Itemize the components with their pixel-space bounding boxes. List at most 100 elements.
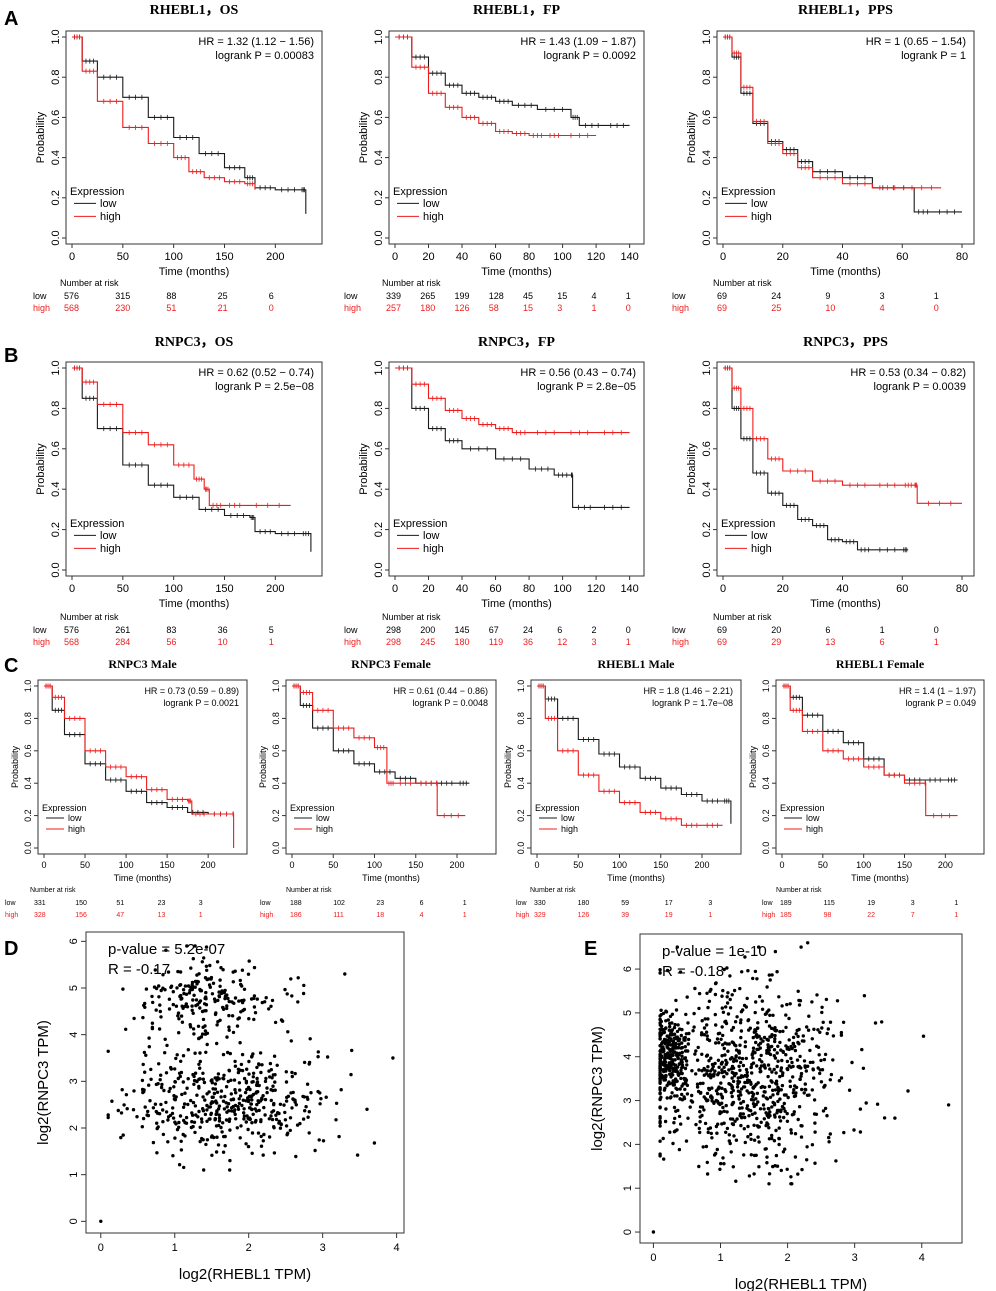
scatter-point	[198, 1006, 202, 1010]
scatter-point	[823, 1052, 828, 1057]
scatter-point	[706, 1005, 710, 1010]
scatter-point	[746, 969, 750, 973]
scatter-point	[731, 1165, 735, 1169]
scatter-point	[678, 1087, 682, 1091]
risk-row-label-high: high	[672, 303, 689, 313]
scatter-point	[782, 1115, 786, 1120]
scatter-point	[804, 1069, 808, 1073]
scatter-point	[271, 1084, 275, 1088]
y-tick-label: 0.2	[50, 522, 62, 537]
scatter-point	[240, 1103, 244, 1108]
scatter-point	[713, 1069, 717, 1073]
legend-label-low: low	[561, 813, 575, 823]
scatter-point	[722, 1109, 726, 1114]
scatter-point	[778, 1119, 783, 1123]
scatter-point	[184, 1115, 189, 1120]
scatter-point	[709, 1056, 713, 1060]
scatter-point	[756, 1026, 760, 1030]
scatter-point	[658, 1023, 662, 1027]
scatter-point	[284, 1070, 288, 1074]
x-tick-label: 0	[98, 1242, 104, 1254]
legend-label-low: low	[100, 198, 117, 210]
scatter-point	[233, 1059, 237, 1064]
risk-value-low: 150	[75, 900, 87, 907]
scatter-point	[203, 1098, 207, 1102]
risk-value-high: 18	[376, 912, 384, 919]
scatter-point	[175, 986, 179, 990]
scatter-point	[828, 1020, 833, 1024]
scatter-point	[817, 1053, 821, 1057]
scatter-point	[658, 1081, 662, 1086]
scatter-point	[293, 1071, 297, 1076]
risk-row-label-low: low	[260, 900, 271, 907]
chart-title: RNPC3，PPS	[803, 335, 888, 350]
scatter-point	[221, 1121, 225, 1125]
km-curve-high	[395, 367, 630, 434]
scatter-point	[192, 1120, 197, 1125]
scatter-point	[255, 1083, 259, 1087]
scatter-point	[185, 1005, 190, 1009]
risk-value-low: 188	[290, 900, 302, 907]
scatter-point	[787, 1016, 791, 1021]
scatter-point	[795, 1058, 800, 1062]
scatter-point	[712, 1101, 716, 1106]
scatter-point	[106, 1115, 110, 1120]
km-curve-high	[44, 685, 235, 848]
scatter-point	[711, 1073, 715, 1077]
scatter-point	[255, 997, 259, 1001]
scatter-point	[800, 1167, 804, 1172]
scatter-point	[728, 1141, 732, 1146]
scatter-point	[224, 1118, 229, 1122]
scatter-point	[201, 1017, 206, 1022]
x-tick-label: 0	[289, 860, 294, 870]
scatter-point	[673, 1094, 677, 1098]
scatter-point	[274, 1113, 278, 1117]
risk-value-high: 1	[954, 912, 958, 919]
x-axis-label: Time (months)	[159, 598, 230, 610]
scatter-point	[753, 969, 758, 974]
y-axis-label: Probability	[35, 111, 47, 163]
scatter-point	[207, 1105, 211, 1109]
scatter-point	[882, 1116, 887, 1120]
scatter-point	[156, 1082, 160, 1086]
x-tick-label: 50	[80, 860, 90, 870]
y-axis-label: log2(RNPC3 TPM)	[35, 1020, 52, 1145]
scatter-point	[780, 1083, 785, 1088]
scatter-point	[250, 1121, 254, 1125]
scatter-point	[827, 1135, 831, 1140]
legend-label-high: high	[423, 211, 444, 223]
scatter-point	[283, 1118, 288, 1122]
risk-value-high: 69	[717, 303, 727, 313]
scatter-point	[793, 1132, 798, 1136]
risk-value-low: 19	[867, 900, 875, 907]
scatter-point	[307, 1110, 311, 1114]
x-tick-label: 40	[836, 251, 848, 263]
scatter-point	[237, 1081, 242, 1085]
scatter-point	[747, 1114, 751, 1118]
plot-frame	[388, 30, 645, 245]
risk-value-high: 119	[489, 637, 503, 647]
scatter-point	[161, 986, 165, 990]
scatter-point	[754, 1040, 758, 1045]
plot-frame	[65, 361, 323, 577]
risk-value-high: 0	[934, 303, 939, 313]
y-tick-label: 0.8	[50, 401, 62, 416]
risk-value-low: 25	[218, 291, 228, 301]
scatter-point	[765, 1155, 769, 1159]
scatter-point	[756, 1047, 761, 1052]
scatter-point	[683, 1087, 687, 1092]
scatter-point	[674, 1008, 679, 1012]
scatter-point	[242, 1007, 247, 1012]
scatter-point	[730, 1094, 734, 1099]
scatter-point	[159, 1073, 163, 1077]
x-axis-label: Time (months)	[481, 598, 552, 610]
y-tick-label: 0.6	[50, 441, 62, 456]
scatter-point	[670, 1021, 674, 1025]
scatter-point	[217, 1113, 221, 1117]
scatter-point	[158, 1003, 162, 1007]
y-tick-label: 0	[68, 1218, 80, 1224]
scatter-point	[672, 1050, 676, 1055]
scatter-point	[179, 1059, 183, 1064]
scatter-point	[316, 1055, 320, 1059]
risk-value-low: 1	[880, 625, 885, 635]
